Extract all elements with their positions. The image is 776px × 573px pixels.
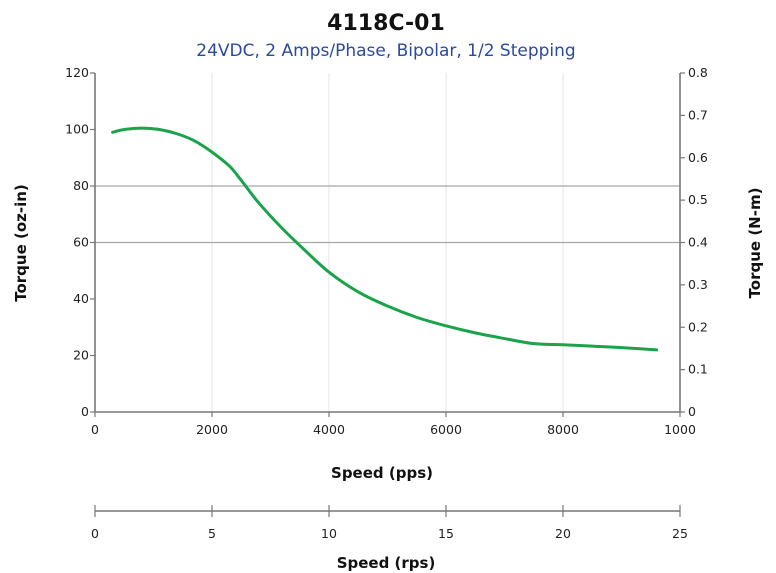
x-axis-label: Speed (pps) bbox=[331, 464, 433, 482]
y-tick-label: 100 bbox=[65, 122, 89, 137]
y-tick-label: 60 bbox=[73, 235, 89, 250]
y2-tick-label: 0.3 bbox=[688, 277, 708, 292]
y2-tick-label: 0.1 bbox=[688, 362, 708, 377]
y2-tick-label: 0.4 bbox=[688, 235, 708, 250]
y2-tick-label: 0.5 bbox=[688, 192, 708, 207]
y2-tick-label: 0 bbox=[688, 404, 696, 419]
tick-labels: 02040608010012000.10.20.30.40.50.60.70.8… bbox=[65, 65, 708, 541]
y-tick-label: 80 bbox=[73, 178, 89, 193]
x-tick-label: 0 bbox=[91, 422, 99, 437]
x-tick-label: 8000 bbox=[547, 422, 579, 437]
y2-tick-label: 0.2 bbox=[688, 319, 708, 334]
axes bbox=[90, 72, 685, 517]
x-tick-label: 1000 bbox=[664, 422, 696, 437]
x2-tick-label: 0 bbox=[91, 526, 99, 541]
y2-tick-label: 0.8 bbox=[688, 65, 708, 80]
chart-title: 4118C-01 bbox=[327, 11, 445, 36]
x2-tick-label: 20 bbox=[555, 526, 571, 541]
x2-tick-label: 10 bbox=[321, 526, 337, 541]
x2-tick-label: 5 bbox=[208, 526, 216, 541]
x2-tick-label: 15 bbox=[438, 526, 454, 541]
torque-curve-line bbox=[111, 126, 659, 352]
y2-tick-label: 0.6 bbox=[688, 150, 708, 165]
x-tick-label: 2000 bbox=[196, 422, 228, 437]
x-tick-label: 6000 bbox=[430, 422, 462, 437]
x2-tick-label: 25 bbox=[672, 526, 688, 541]
x2-axis-label: Speed (rps) bbox=[337, 554, 436, 572]
y-tick-label: 20 bbox=[73, 348, 89, 363]
y-tick-label: 0 bbox=[81, 404, 89, 419]
y2-tick-label: 0.7 bbox=[688, 107, 708, 122]
y-axis-label: Torque (oz-in) bbox=[12, 184, 30, 302]
y-tick-label: 120 bbox=[65, 65, 89, 80]
chart-subtitle: 24VDC, 2 Amps/Phase, Bipolar, 1/2 Steppi… bbox=[196, 41, 575, 61]
data-series bbox=[111, 126, 659, 352]
y-tick-label: 40 bbox=[73, 291, 89, 306]
grid-lines bbox=[95, 73, 680, 412]
y2-axis-label: Torque (N-m) bbox=[746, 188, 764, 299]
x-tick-label: 4000 bbox=[313, 422, 345, 437]
